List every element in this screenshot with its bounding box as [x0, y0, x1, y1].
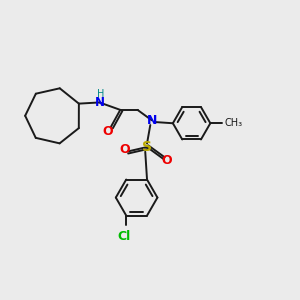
Text: Cl: Cl	[117, 230, 130, 243]
Text: CH₃: CH₃	[225, 118, 243, 128]
Text: N: N	[147, 114, 157, 127]
Text: O: O	[119, 143, 130, 156]
Text: N: N	[94, 96, 104, 109]
Text: O: O	[162, 154, 172, 166]
Text: S: S	[142, 140, 152, 154]
Text: H: H	[97, 89, 104, 99]
Text: O: O	[102, 125, 112, 138]
